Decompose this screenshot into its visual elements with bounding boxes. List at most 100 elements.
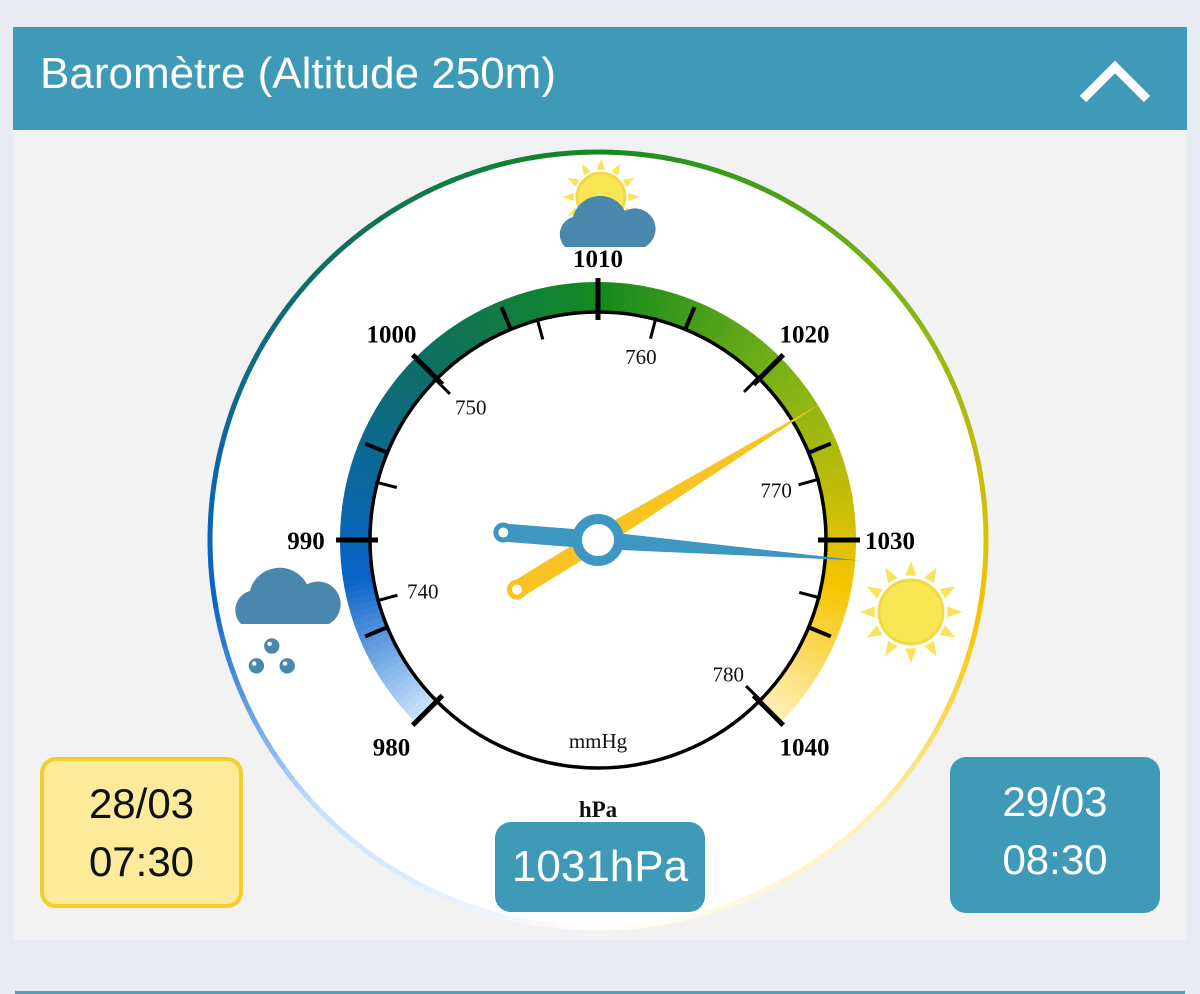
color-band-segment <box>668 294 685 326</box>
outer-ring-segment <box>211 470 219 487</box>
color-band-segment <box>486 303 507 335</box>
color-band-segment <box>374 653 404 675</box>
color-band-segment <box>803 428 835 449</box>
mmhg-label: 750 <box>455 396 487 420</box>
color-band-segment <box>651 289 666 320</box>
color-band-segment <box>368 416 399 437</box>
color-band-segment <box>823 563 855 575</box>
previous-date: 28/03 <box>88 780 195 827</box>
outer-ring-segment <box>981 499 988 515</box>
color-band-segment <box>362 428 393 448</box>
outer-ring-segment <box>208 497 215 514</box>
mmhg-tick <box>649 317 658 340</box>
hpa-label: 1040 <box>779 734 829 761</box>
color-band-segment <box>350 603 382 620</box>
color-band-segment <box>457 319 480 349</box>
color-band-segment <box>381 393 411 416</box>
outer-ring-segment <box>981 566 988 583</box>
color-band-segment <box>645 287 660 319</box>
color-band-segment <box>711 316 734 347</box>
color-band-segment <box>762 692 790 719</box>
hpa-label: 1000 <box>367 322 417 349</box>
color-band-segment <box>812 453 844 471</box>
color-band-segment <box>816 598 848 615</box>
color-band-segment <box>463 316 485 346</box>
color-band-segment <box>810 447 842 465</box>
color-band-segment <box>795 411 826 432</box>
hpa-label: 1010 <box>573 246 623 273</box>
outer-ring-segment <box>542 921 558 929</box>
outer-ring-segment <box>503 157 520 166</box>
outer-ring-segment <box>678 158 694 167</box>
color-band-segment <box>824 513 856 523</box>
outer-ring-segment <box>213 605 221 622</box>
hpa-tick <box>683 306 697 331</box>
outer-ring-segment <box>207 511 214 527</box>
sun-ray <box>947 606 963 618</box>
card-header[interactable]: Baromètre (Altitude 250m) <box>13 27 1187 130</box>
current-pressure-needle-tail-hole <box>498 527 509 538</box>
raindrop <box>248 658 265 674</box>
hpa-tick <box>751 693 786 728</box>
color-band-segment <box>340 512 372 523</box>
mmhg-unit-label: mmHg <box>569 729 628 753</box>
raindrop <box>279 658 295 674</box>
color-band-segment <box>511 294 529 326</box>
color-band-segment <box>340 557 372 567</box>
color-band-segment <box>821 486 852 500</box>
outer-ring-segment <box>979 485 987 502</box>
sun-ray <box>866 586 883 599</box>
color-band-segment <box>365 422 396 442</box>
raindrop <box>264 638 280 654</box>
color-band-segment <box>818 473 850 488</box>
color-band-segment <box>392 678 421 703</box>
color-band-segment <box>401 366 430 392</box>
color-band-segment <box>822 492 853 506</box>
color-band-segment <box>430 338 456 367</box>
sun-ray <box>562 192 574 202</box>
outer-ring-segment <box>636 921 653 929</box>
color-band-segment <box>633 285 646 316</box>
color-band-segment <box>812 610 844 627</box>
previous-reading-button[interactable]: 28/03 07:30 <box>40 757 243 908</box>
outer-ring-segment <box>638 151 654 159</box>
sun-ray <box>866 625 883 638</box>
color-band-segment <box>727 327 751 357</box>
color-band-segment <box>823 569 854 582</box>
color-band-segment <box>401 687 429 713</box>
rain-cloud-icon-shape <box>235 567 341 624</box>
color-band-segment <box>778 673 807 698</box>
color-band-segment <box>824 506 855 518</box>
sun-ray <box>905 560 917 576</box>
outer-ring-segment <box>624 150 641 157</box>
sun-ray <box>939 586 956 599</box>
outer-ring-segment <box>555 923 572 930</box>
color-band-segment <box>750 348 777 376</box>
chevron-up-icon[interactable] <box>1075 49 1155 109</box>
color-band-segment <box>367 642 398 664</box>
color-band-segment <box>396 682 425 708</box>
sun-ray <box>622 177 635 187</box>
color-band-segment <box>822 575 853 588</box>
sun-ray <box>581 163 591 176</box>
mmhg-tick <box>745 684 763 703</box>
color-band-segment <box>767 367 795 393</box>
color-band-segment <box>354 446 386 464</box>
current-date: 29/03 <box>1002 778 1108 825</box>
color-band-segment <box>344 485 376 499</box>
mmhg-tick <box>743 375 761 393</box>
color-band-segment <box>345 478 377 493</box>
color-band-segment <box>656 290 673 322</box>
outer-ring-segment <box>972 445 981 462</box>
outer-ring-segment <box>611 149 627 156</box>
color-band-segment <box>621 283 633 315</box>
outer-ring-segment <box>663 917 680 925</box>
color-band-segment <box>352 453 384 470</box>
current-reading-button[interactable]: 29/03 08:30 <box>950 757 1160 913</box>
color-band-segment <box>701 310 722 341</box>
previous-time: 07:30 <box>88 838 195 885</box>
sun-ray <box>905 648 917 664</box>
hpa-label: 1030 <box>865 528 915 555</box>
raindrop-highlight <box>267 641 272 646</box>
mmhg-tick <box>375 593 398 603</box>
